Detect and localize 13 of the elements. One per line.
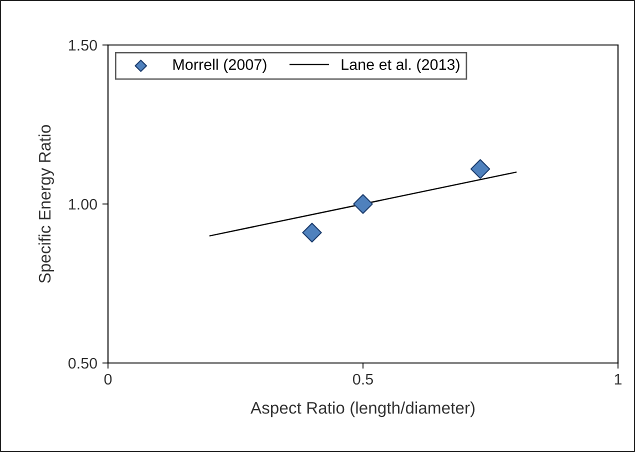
y-axis-title: Specific Energy Ratio: [38, 125, 54, 283]
point: [353, 194, 373, 214]
x-axis-title: Aspect Ratio (length/diameter): [250, 402, 475, 418]
legend-label: Morrell (2007): [173, 58, 266, 73]
x-tick-label: 0.5: [352, 374, 373, 385]
x-tick-label: 0: [104, 374, 112, 385]
point: [302, 222, 322, 242]
y-tick-label: 1.50: [69, 40, 97, 51]
point: [470, 159, 490, 179]
y-tick-label: 0.50: [68, 358, 97, 369]
y-tick-label: 1.00: [69, 198, 97, 210]
legend-label: Lane et al. (2013): [342, 58, 460, 73]
x-tick-label: 1: [614, 374, 622, 384]
